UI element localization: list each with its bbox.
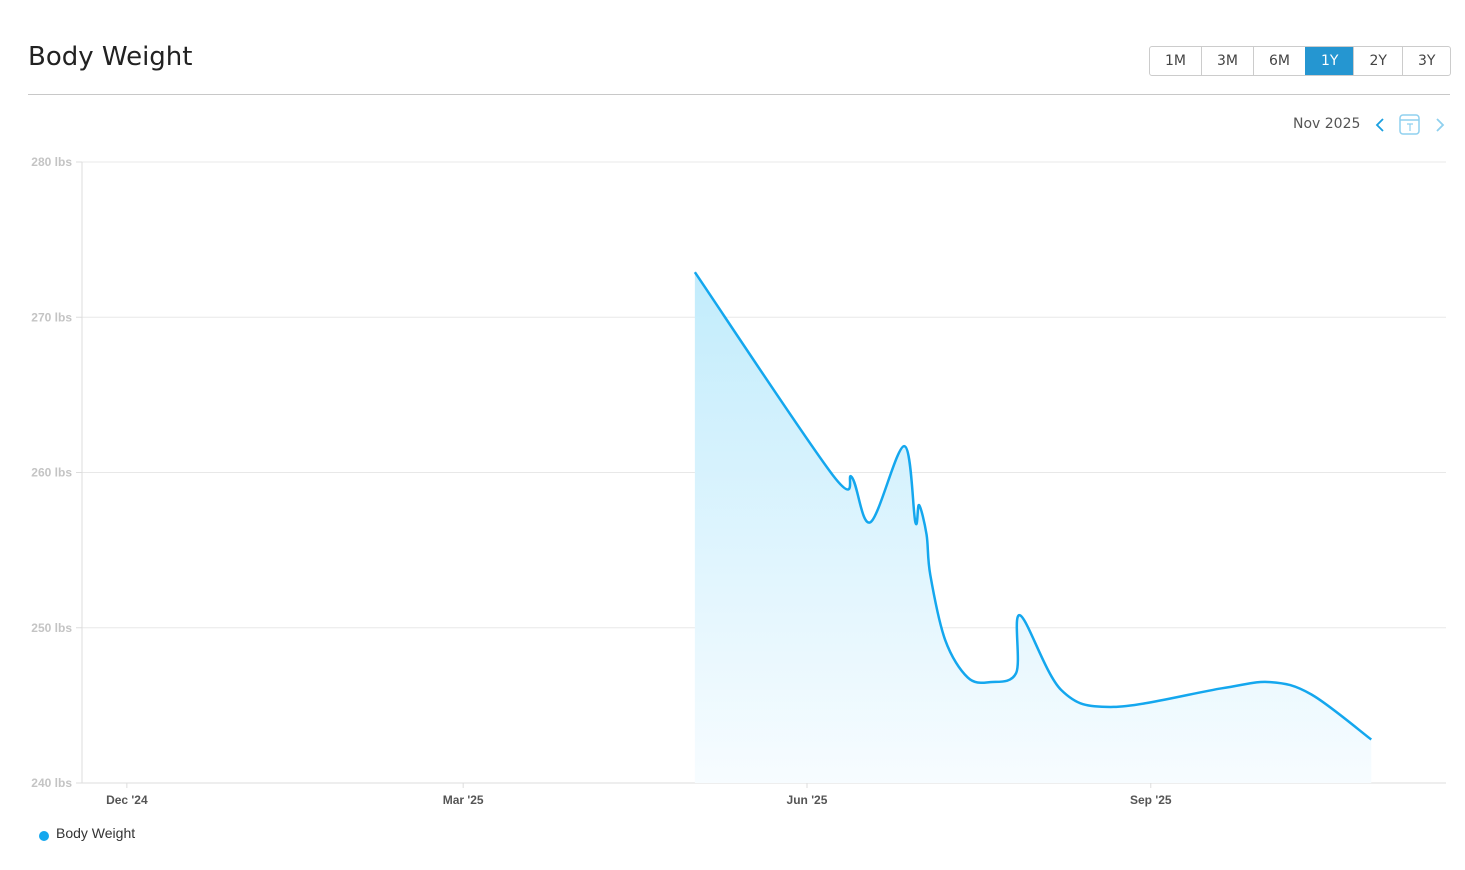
- legend-label: Body Weight: [56, 825, 135, 841]
- range-button[interactable]: 3M: [1201, 47, 1253, 75]
- range-button[interactable]: 3Y: [1401, 47, 1450, 75]
- range-button[interactable]: 2Y: [1353, 47, 1401, 75]
- next-button[interactable]: [1436, 118, 1445, 132]
- y-tick-label: 270 lbs: [31, 310, 72, 324]
- y-tick-label: 240 lbs: [31, 776, 72, 790]
- area: [694, 272, 1372, 783]
- y-tick-label: 260 lbs: [31, 466, 72, 480]
- x-tick-label: Dec '24: [106, 793, 148, 807]
- range-button[interactable]: 6M: [1253, 47, 1305, 75]
- prev-button[interactable]: [1375, 118, 1384, 132]
- page-title: Body Weight: [28, 42, 193, 72]
- divider: [28, 94, 1450, 95]
- today-button[interactable]: [1399, 114, 1420, 135]
- legend-marker: [39, 831, 49, 841]
- y-tick-label: 250 lbs: [31, 621, 72, 635]
- y-tick-label: 280 lbs: [31, 155, 72, 169]
- period-label: Nov 2025: [1293, 116, 1361, 132]
- range-button[interactable]: 1Y: [1305, 47, 1354, 75]
- range-selector: 1M 3M 6M 1Y 2Y 3Y: [1149, 46, 1452, 76]
- x-tick-label: Jun '25: [787, 793, 828, 807]
- range-button[interactable]: 1M: [1165, 53, 1186, 69]
- line: [693, 271, 1373, 741]
- x-tick-label: Sep '25: [1130, 793, 1172, 807]
- x-tick-label: Mar '25: [443, 793, 484, 807]
